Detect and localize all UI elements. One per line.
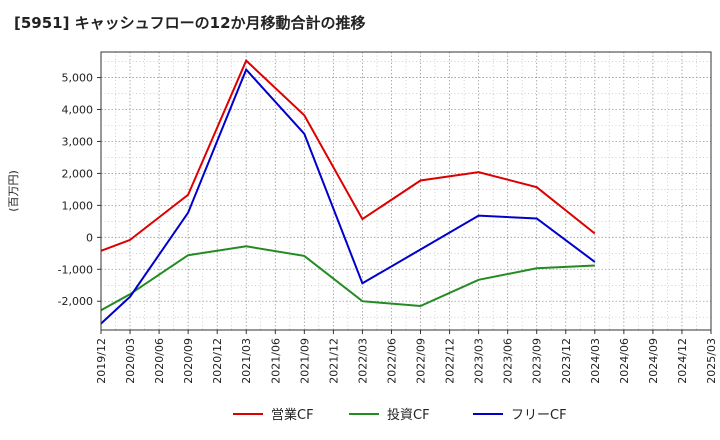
- x-tick-label: 2019/12: [95, 338, 108, 384]
- y-tick-label: -1,000: [58, 263, 93, 276]
- x-tick-label: 2021/09: [298, 338, 311, 384]
- x-tick-label: 2022/06: [385, 338, 398, 384]
- y-tick-label: 2,000: [62, 167, 94, 180]
- x-tick-label: 2022/09: [415, 338, 428, 384]
- x-tick-label: 2025/03: [705, 338, 718, 384]
- x-tick-label: 2024/09: [647, 338, 660, 384]
- legend-label: フリーCF: [511, 408, 567, 423]
- x-tick-label: 2021/12: [327, 338, 340, 384]
- legend: 営業CF 投資CF フリーCF: [233, 407, 567, 423]
- x-tick-label: 2024/12: [676, 338, 689, 384]
- y-tick-labels: -2,000 -1,000 0 1,000 2,000 3,000 4,000 5,000: [58, 72, 101, 308]
- y-tick-label: 5,000: [62, 72, 94, 85]
- y-tick-label: 3,000: [62, 135, 94, 148]
- x-tick-label: 2024/06: [618, 338, 631, 384]
- axes: [100, 51, 712, 331]
- series-line-営業CF: [100, 58, 596, 252]
- series-line-フリーCF: [100, 67, 596, 325]
- y-axis-label: (百万円): [7, 170, 20, 212]
- plot-frame: [100, 51, 712, 331]
- y-tick-label: 1,000: [62, 199, 94, 212]
- legend-label: 投資CF: [387, 407, 430, 423]
- x-tick-label: 2020/12: [211, 338, 224, 384]
- x-tick-label: 2023/06: [502, 338, 515, 384]
- x-tick-label: 2024/03: [589, 338, 602, 384]
- x-tick-label: 2021/03: [240, 338, 253, 384]
- x-tick-label: 2020/09: [182, 338, 195, 384]
- x-tick-label: 2022/03: [356, 338, 369, 384]
- x-tick-label: 2022/12: [444, 338, 457, 384]
- legend-label: 営業CF: [271, 407, 314, 423]
- x-tick-label: 2023/12: [560, 338, 573, 384]
- x-tick-label: 2023/09: [531, 338, 544, 384]
- series-lines: [100, 58, 596, 325]
- x-tick-labels: 2019/12 2020/03 2020/06 2020/09 2020/12 2021/…: [95, 330, 718, 384]
- y-tick-label: 0: [86, 231, 93, 244]
- x-tick-label: 2020/06: [153, 338, 166, 384]
- x-tick-label: 2021/06: [269, 338, 282, 384]
- x-tick-label: 2023/03: [473, 338, 486, 384]
- chart-title: [5951] キャッシュフローの12か月移動合計の推移: [14, 14, 366, 32]
- y-tick-label: -2,000: [58, 295, 93, 308]
- series-line-投資CF: [100, 245, 595, 312]
- x-tick-label: 2020/03: [124, 338, 137, 384]
- y-tick-label: 4,000: [62, 104, 94, 117]
